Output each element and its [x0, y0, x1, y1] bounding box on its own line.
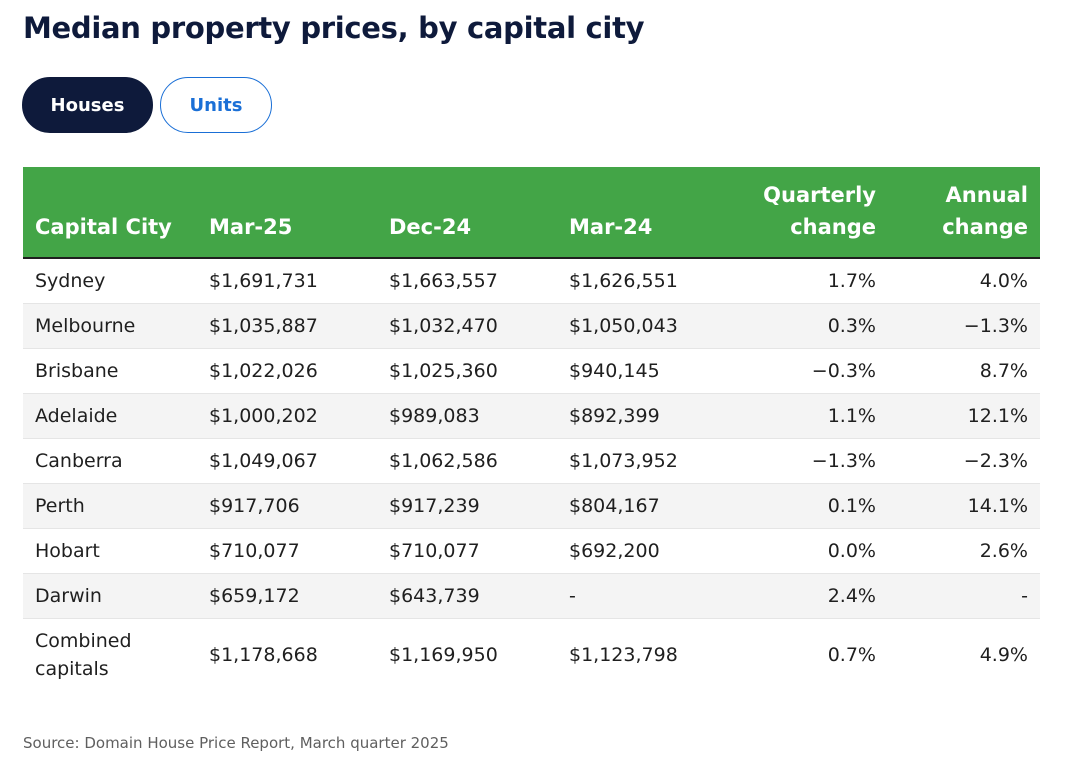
row-value-cell: $1,073,952 — [557, 438, 737, 484]
row-value-cell: $989,083 — [377, 393, 557, 439]
row-value-cell: 1.1% — [737, 393, 888, 439]
table-row: Melbourne $1,035,887 $1,032,470 $1,050,043 0… — [23, 303, 1040, 349]
row-city-cell: Brisbane — [23, 348, 197, 394]
row-value-cell: 1.7% — [737, 258, 888, 304]
row-value-cell: 2.4% — [737, 573, 888, 619]
table-row: Combined capitals $1,178,668 $1,169,950 $1,… — [23, 618, 1040, 691]
row-value-cell: $917,706 — [197, 483, 377, 529]
row-city-cell: Hobart — [23, 528, 197, 574]
header-mar-25: Mar-25 — [197, 167, 377, 259]
table-body: Sydney $1,691,731 $1,663,557 $1,626,551 1.7%… — [23, 258, 1040, 691]
row-value-cell: $692,200 — [557, 528, 737, 574]
table-row: Brisbane $1,022,026 $1,025,360 $940,145 −0.3… — [23, 348, 1040, 394]
row-value-cell: $1,169,950 — [389, 643, 498, 666]
table-row: Canberra $1,049,067 $1,062,586 $1,073,952 −1… — [23, 438, 1040, 484]
row-city-cell: Darwin — [23, 573, 197, 619]
row-value-cell: $659,172 — [197, 573, 377, 619]
table-header-row: Capital City Mar-25 Dec-24 Mar-24 Quarte… — [23, 167, 1040, 259]
table-row: Sydney $1,691,731 $1,663,557 $1,626,551 1.7%… — [23, 258, 1040, 304]
row-value-cell: −1.3% — [737, 438, 888, 484]
source-note: Source: Domain House Price Report, March… — [23, 734, 449, 752]
row-value-cell: 12.1% — [888, 393, 1040, 439]
row-value-cell: $1,062,586 — [377, 438, 557, 484]
row-value-cell: $1,032,470 — [377, 303, 557, 349]
table-row: Hobart $710,077 $710,077 $692,200 0.0% 2.6% — [23, 528, 1040, 574]
row-value-cell: $1,049,067 — [197, 438, 377, 484]
header-mar-24: Mar-24 — [557, 167, 737, 259]
row-value-cell: $1,025,360 — [377, 348, 557, 394]
row-city-cell: Melbourne — [23, 303, 197, 349]
row-value-cell: 8.7% — [888, 348, 1040, 394]
header-annual-change: Annual change — [888, 167, 1040, 259]
table-header: Capital City Mar-25 Dec-24 Mar-24 Quarte… — [23, 167, 1040, 259]
row-value-cell: $710,077 — [377, 528, 557, 574]
header-dec-24: Dec-24 — [377, 167, 557, 259]
row-value-cell: - — [888, 573, 1040, 619]
row-value-cell: $1,123,798 — [569, 643, 678, 666]
row-value-cell: $1,691,731 — [197, 258, 377, 304]
row-value-cell: $940,145 — [557, 348, 737, 394]
row-city-cell: Combined capitals — [23, 618, 197, 691]
row-value-cell: $892,399 — [557, 393, 737, 439]
row-value-cell: $1,035,887 — [197, 303, 377, 349]
row-value-cell: $1,000,202 — [197, 393, 377, 439]
median-prices-table: Capital City Mar-25 Dec-24 Mar-24 Quarte… — [23, 167, 1040, 691]
row-value-cell: 4.0% — [888, 258, 1040, 304]
row-value-cell: $1,050,043 — [557, 303, 737, 349]
row-value-cell: $1,022,026 — [197, 348, 377, 394]
row-value-cell: $643,739 — [377, 573, 557, 619]
row-city-cell: Perth — [23, 483, 197, 529]
row-value-cell: 0.0% — [737, 528, 888, 574]
row-value-cell: $1,663,557 — [377, 258, 557, 304]
row-city-cell: Adelaide — [23, 393, 197, 439]
row-value-cell: $1,626,551 — [557, 258, 737, 304]
houses-tab-button[interactable]: Houses — [22, 77, 153, 133]
units-tab-button[interactable]: Units — [160, 77, 272, 133]
table-row: Darwin $659,172 $643,739-2.4% - — [23, 573, 1040, 619]
row-value-cell: - — [557, 573, 737, 619]
row-city-cell: Canberra — [23, 438, 197, 484]
row-value-cell: 4.9% — [979, 643, 1028, 666]
row-value-cell: 2.6% — [888, 528, 1040, 574]
row-value-cell: −0.3% — [737, 348, 888, 394]
row-value-cell: $1,178,668 — [209, 643, 318, 666]
row-city-label: Combined capitals — [35, 629, 132, 680]
table-row: Perth $917,706 $917,239 $804,167 0.1% 14.1% — [23, 483, 1040, 529]
row-value-cell: $804,167 — [557, 483, 737, 529]
row-value-cell: −1.3% — [888, 303, 1040, 349]
row-value-cell: 0.7% — [827, 643, 876, 666]
row-value-cell: −2.3% — [888, 438, 1040, 484]
row-city-cell: Sydney — [23, 258, 197, 304]
row-value-cell: 14.1% — [888, 483, 1040, 529]
row-value-cell: $917,239 — [377, 483, 557, 529]
row-value-cell: 0.1% — [737, 483, 888, 529]
header-quarterly-change: Quarterly change — [737, 167, 888, 259]
page-title: Median property prices, by capital city — [23, 11, 645, 45]
row-value-cell: 0.3% — [737, 303, 888, 349]
header-capital-city: Capital City — [23, 167, 197, 259]
row-value-cell: $710,077 — [197, 528, 377, 574]
table-row: Adelaide $1,000,202 $989,083 $892,399 1.1% 12… — [23, 393, 1040, 439]
